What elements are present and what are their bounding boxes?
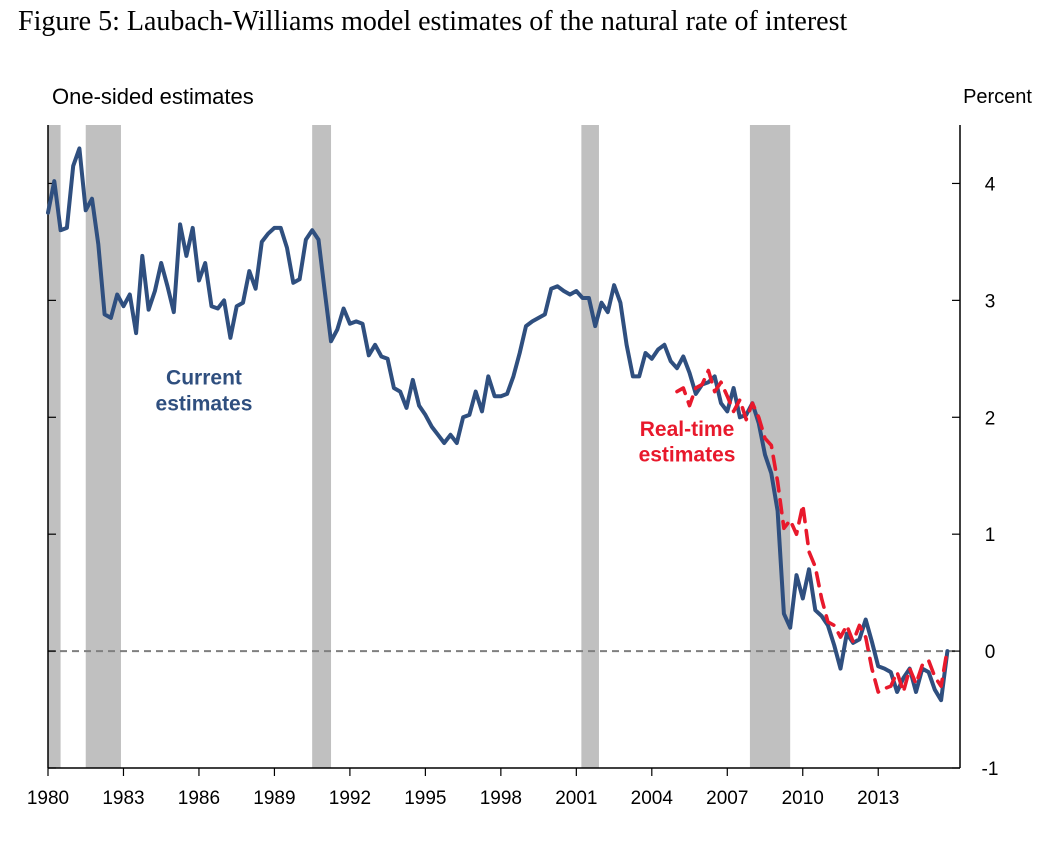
y-axis-unit-label: Percent xyxy=(963,86,1032,108)
recession-band xyxy=(312,125,332,768)
annotation-current: Current xyxy=(166,367,242,390)
x-tick-label: 1980 xyxy=(27,788,69,809)
chart-subtitle: One-sided estimates xyxy=(52,84,254,109)
series-line-real-time-estimates xyxy=(675,368,950,694)
x-tick-label: 1998 xyxy=(480,788,522,809)
figure-title: Figure 5: Laubach-Williams model estimat… xyxy=(18,6,848,37)
y-tick-label: 2 xyxy=(985,408,996,429)
annotation-realtime: Real-time xyxy=(640,418,735,441)
recession-shading-group xyxy=(48,125,791,768)
x-tick-label: 2004 xyxy=(631,788,674,809)
series-line-current-estimates xyxy=(46,146,950,703)
x-tick-label: 1983 xyxy=(102,788,144,809)
y-tick-label: 4 xyxy=(985,174,996,195)
axes-frame xyxy=(47,125,961,776)
x-tick-label: 2001 xyxy=(555,788,597,809)
recession-band xyxy=(85,125,121,768)
x-tick-label: 1995 xyxy=(404,788,446,809)
x-tick-label: 1992 xyxy=(329,788,371,809)
y-tick-label: 1 xyxy=(985,525,996,546)
x-tick-label: 2007 xyxy=(706,788,748,809)
y-tick-label: -1 xyxy=(982,759,999,780)
annotation-current: estimates xyxy=(156,392,253,415)
x-tick-label: 2013 xyxy=(857,788,899,809)
y-tick-label: 0 xyxy=(985,642,996,663)
x-tick-label: 2010 xyxy=(782,788,824,809)
annotation-realtime: estimates xyxy=(639,444,736,467)
recession-band xyxy=(48,125,61,768)
data-series-group xyxy=(46,146,950,703)
recession-band xyxy=(581,125,599,768)
tick-labels: -1 0 1 2 3 4 1980 1983 1986 1989 1992 1995 1998 2001 2… xyxy=(27,174,999,809)
x-tick-label: 1986 xyxy=(178,788,220,809)
x-tick-label: 1989 xyxy=(253,788,295,809)
y-tick-label: 3 xyxy=(985,291,996,312)
